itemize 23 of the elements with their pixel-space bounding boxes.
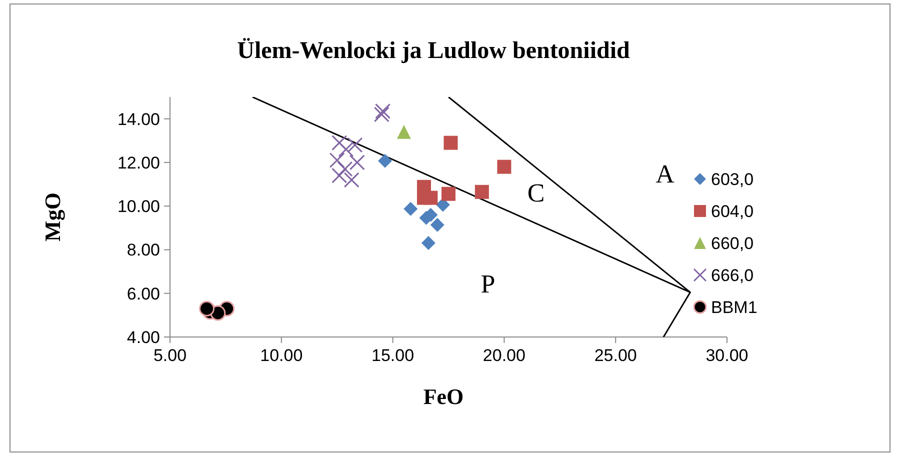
y-tick-label: 4.00 (126, 328, 160, 347)
y-tick-label: 6.00 (126, 284, 160, 304)
x-tick-label: 25.00 (594, 346, 637, 365)
y-axis-title: MgO (40, 192, 65, 242)
y-tick-label: 8.00 (126, 240, 160, 260)
y-tick-label: 10.00 (117, 197, 160, 216)
x-tick-label: 15.00 (372, 346, 414, 365)
legend-label: 660,0 (711, 234, 754, 253)
annotation: P (480, 270, 496, 298)
legend-label: 604,0 (711, 202, 754, 221)
x-axis-title: FeO (423, 384, 464, 409)
legend-label: 603,0 (711, 170, 754, 189)
annotation: C (527, 178, 545, 208)
y-tick-label: 12.00 (117, 153, 160, 172)
y-tick-label: 14.00 (117, 110, 160, 129)
x-tick-label: 30.00 (706, 346, 748, 365)
x-tick-label: 10.00 (260, 346, 303, 365)
legend-label: BBM1 (711, 298, 758, 317)
chart-title: Ülem-Wenlocki ja Ludlow bentoniidid (237, 38, 631, 64)
legend-label: 666,0 (711, 266, 754, 285)
annotation: A (656, 160, 675, 188)
x-tick-label: 20.00 (482, 346, 526, 365)
x-tick-label: 5.00 (153, 346, 187, 365)
